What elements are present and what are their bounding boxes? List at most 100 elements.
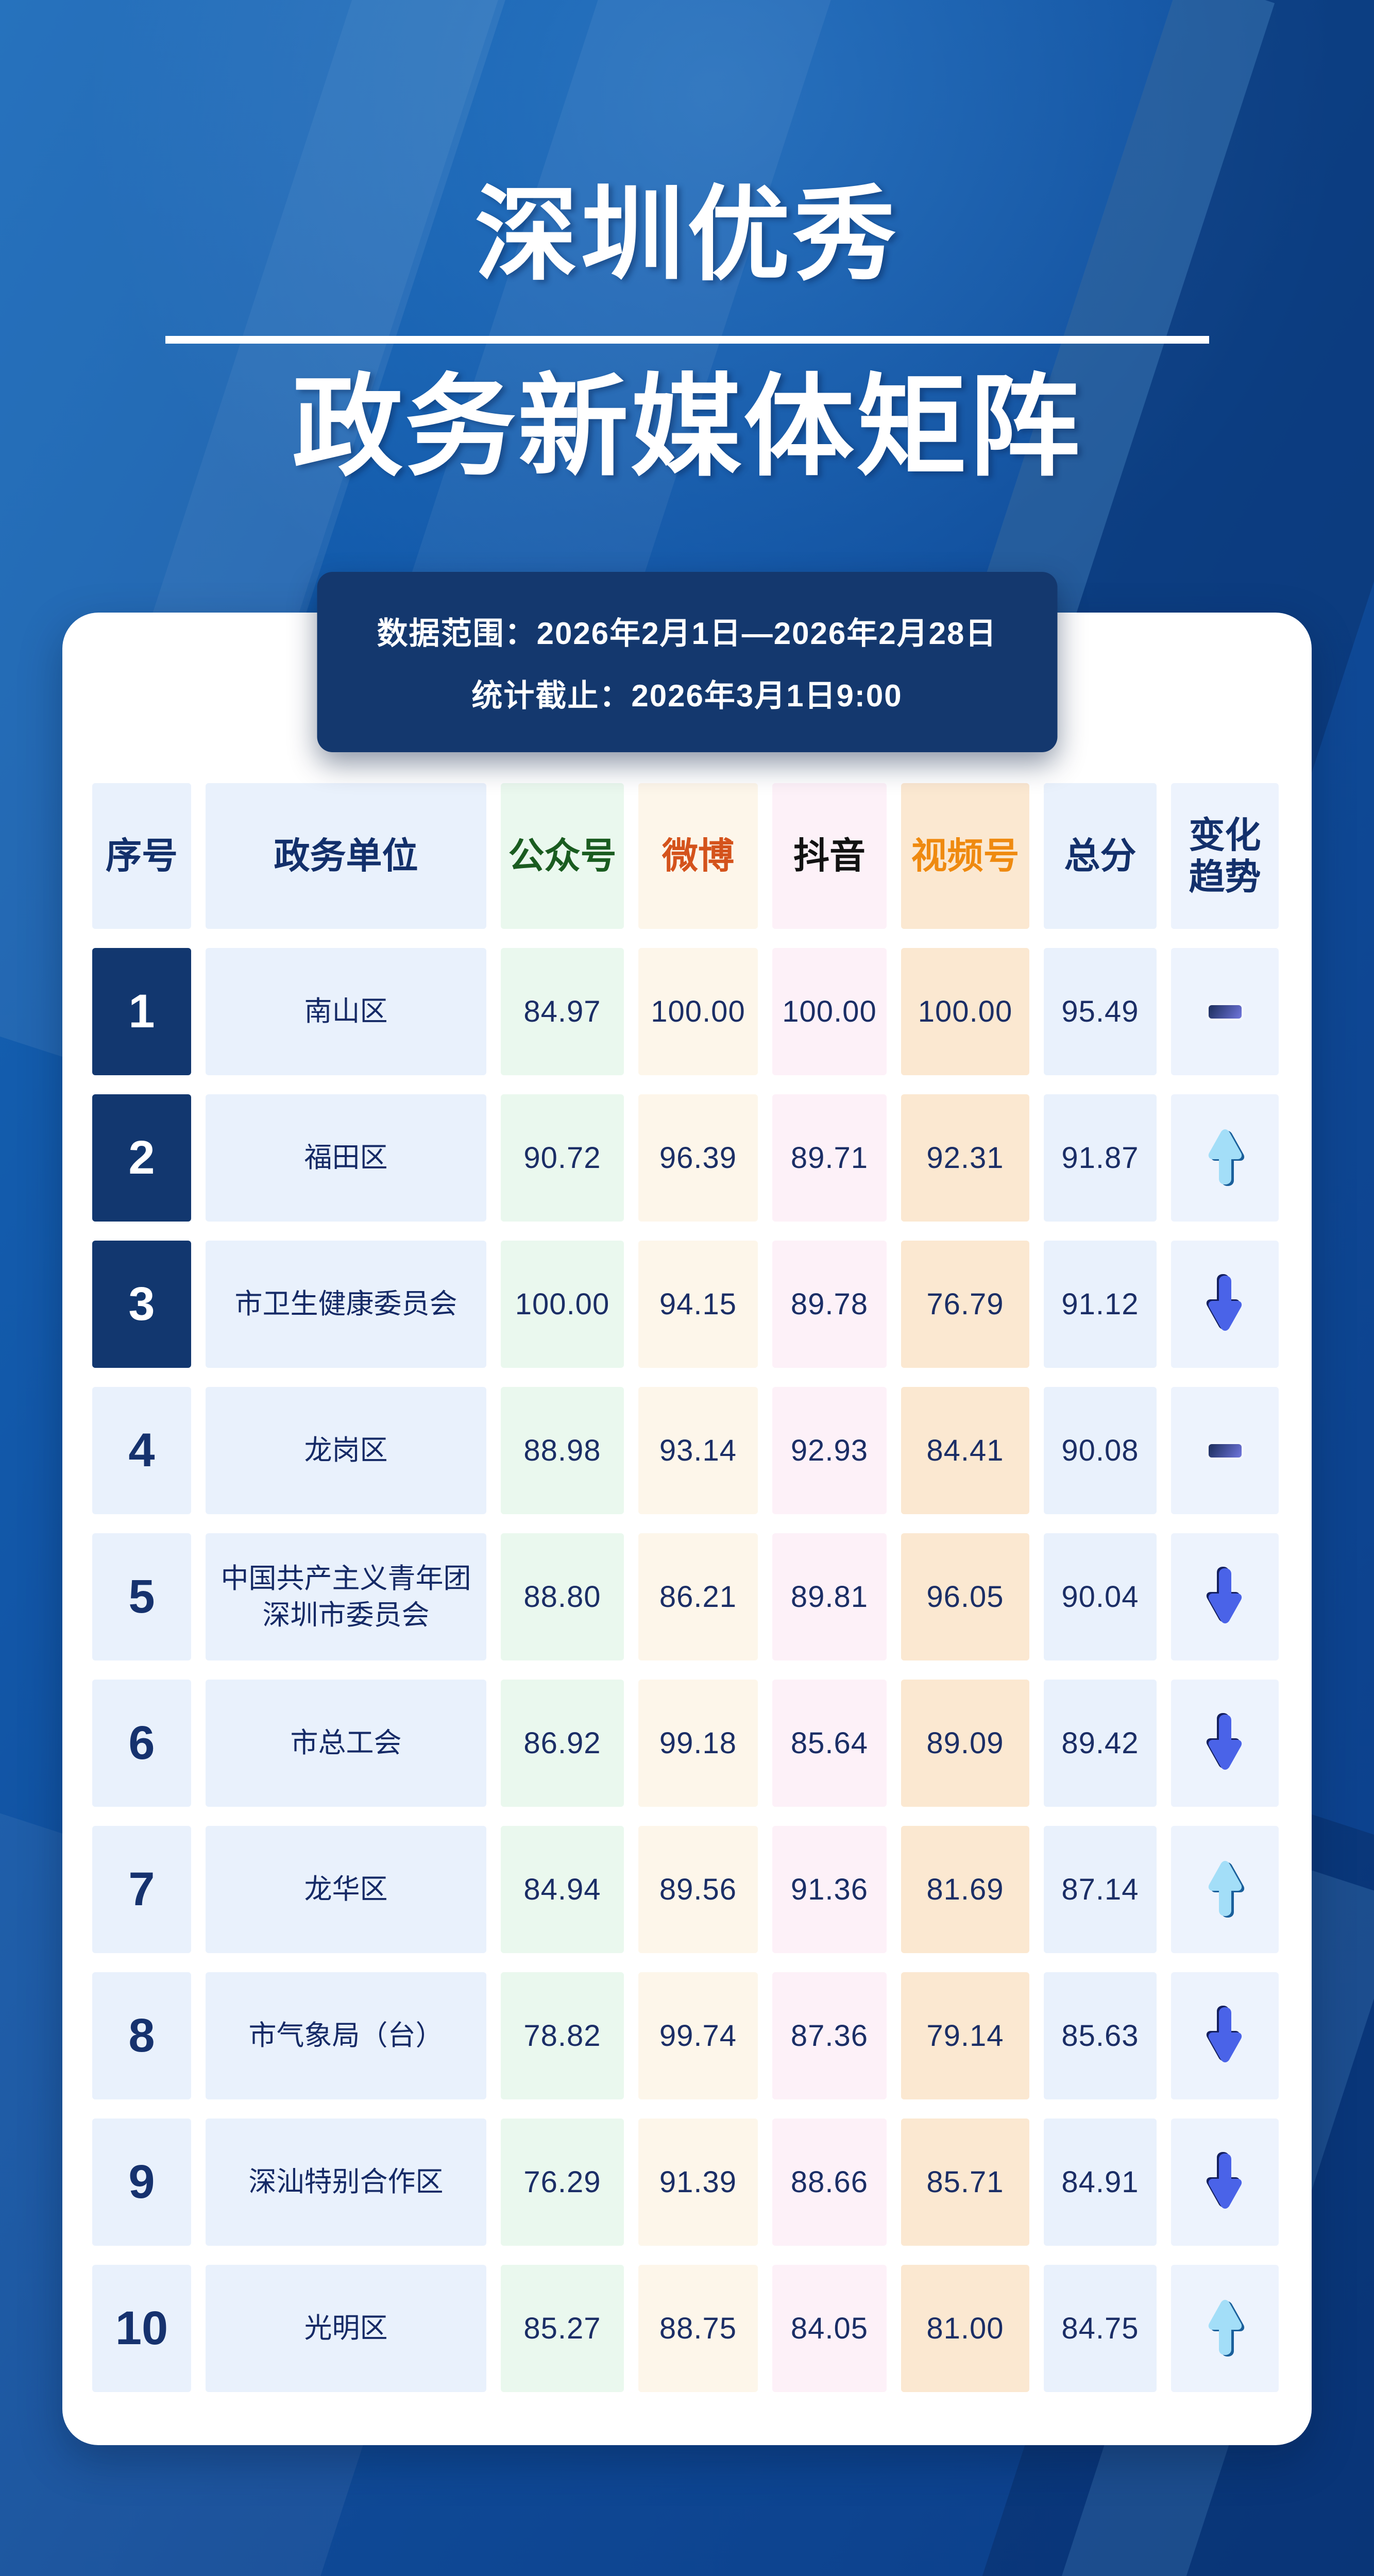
score-gongzhonghao: 84.97 xyxy=(501,948,624,1075)
score-gongzhonghao: 88.98 xyxy=(501,1387,624,1514)
score-douyin: 89.81 xyxy=(772,1533,887,1660)
trend-cell xyxy=(1171,1972,1279,2099)
score-douyin: 84.05 xyxy=(772,2265,887,2392)
score-shipinhao: 79.14 xyxy=(901,1972,1029,2099)
badge-cutoff: 统计截止：2026年3月1日9:00 xyxy=(471,679,903,713)
score-total: 85.63 xyxy=(1044,1972,1157,2099)
score-gongzhonghao: 85.27 xyxy=(501,2265,624,2392)
table-row-rank: 1 xyxy=(92,948,191,1075)
score-shipinhao: 81.00 xyxy=(901,2265,1029,2392)
minus-icon xyxy=(1208,1005,1242,1019)
arrow-up-icon xyxy=(1206,1858,1245,1921)
date-range-badge: 数据范围：2026年2月1日—2026年2月28日 统计截止：2026年3月1日… xyxy=(317,572,1057,752)
badge-data-range: 数据范围：2026年2月1日—2026年2月28日 xyxy=(377,616,997,651)
table-row-unit: 龙华区 xyxy=(206,1826,486,1953)
trend-cell xyxy=(1171,1680,1279,1807)
score-shipinhao: 96.05 xyxy=(901,1533,1029,1660)
col-header-unit: 政务单位 xyxy=(206,783,486,929)
col-header-shipinhao: 视频号 xyxy=(901,783,1029,929)
score-total: 91.12 xyxy=(1044,1241,1157,1368)
score-total: 91.87 xyxy=(1044,1094,1157,1222)
trend-cell xyxy=(1171,1826,1279,1953)
score-weibo: 99.18 xyxy=(638,1680,758,1807)
col-header-weibo: 微博 xyxy=(638,783,758,929)
table-row-rank: 10 xyxy=(92,2265,191,2392)
score-gongzhonghao: 86.92 xyxy=(501,1680,624,1807)
arrow-up-icon xyxy=(1206,2297,1245,2360)
arrow-up-icon xyxy=(1206,1127,1245,1189)
score-weibo: 89.56 xyxy=(638,1826,758,1953)
score-total: 89.42 xyxy=(1044,1680,1157,1807)
page-title-line2: 政务新媒体矩阵 xyxy=(292,365,1082,489)
trend-cell xyxy=(1171,948,1279,1075)
table-row-rank: 8 xyxy=(92,1972,191,2099)
trend-cell xyxy=(1171,1094,1279,1222)
score-shipinhao: 89.09 xyxy=(901,1680,1029,1807)
table-row-rank: 2 xyxy=(92,1094,191,1222)
table-row-unit: 市卫生健康委员会 xyxy=(206,1241,486,1368)
table-row-unit: 市气象局（台） xyxy=(206,1972,486,2099)
table-row-rank: 7 xyxy=(92,1826,191,1953)
score-total: 84.91 xyxy=(1044,2119,1157,2246)
score-gongzhonghao: 76.29 xyxy=(501,2119,624,2246)
score-total: 90.08 xyxy=(1044,1387,1157,1514)
table-row-rank: 5 xyxy=(92,1533,191,1660)
score-douyin: 92.93 xyxy=(772,1387,887,1514)
col-header-gongzhonghao: 公众号 xyxy=(501,783,624,929)
score-total: 84.75 xyxy=(1044,2265,1157,2392)
table-row-unit: 福田区 xyxy=(206,1094,486,1222)
col-header-rank: 序号 xyxy=(92,783,191,929)
score-gongzhonghao: 78.82 xyxy=(501,1972,624,2099)
score-douyin: 100.00 xyxy=(772,948,887,1075)
trend-cell xyxy=(1171,2119,1279,2246)
score-shipinhao: 84.41 xyxy=(901,1387,1029,1514)
ranking-card: 序号 政务单位 公众号 微博 抖音 视频号 总分 变化趋势 1 南山区 84.9… xyxy=(62,613,1312,2445)
score-shipinhao: 92.31 xyxy=(901,1094,1029,1222)
arrow-down-icon xyxy=(1206,1712,1245,1774)
score-gongzhonghao: 84.94 xyxy=(501,1826,624,1953)
score-weibo: 86.21 xyxy=(638,1533,758,1660)
score-total: 87.14 xyxy=(1044,1826,1157,1953)
table-row-rank: 3 xyxy=(92,1241,191,1368)
score-gongzhonghao: 90.72 xyxy=(501,1094,624,1222)
score-shipinhao: 85.71 xyxy=(901,2119,1029,2246)
table-row-unit: 深汕特别合作区 xyxy=(206,2119,486,2246)
score-weibo: 100.00 xyxy=(638,948,758,1075)
minus-icon xyxy=(1208,1444,1242,1458)
score-douyin: 89.78 xyxy=(772,1241,887,1368)
trend-cell xyxy=(1171,2265,1279,2392)
table-row-rank: 9 xyxy=(92,2119,191,2246)
arrow-down-icon xyxy=(1206,2151,1245,2213)
score-total: 95.49 xyxy=(1044,948,1157,1075)
page-title-line1: 深圳优秀 xyxy=(474,178,900,293)
col-header-douyin: 抖音 xyxy=(772,783,887,929)
col-header-total: 总分 xyxy=(1044,783,1157,929)
table-row-unit: 南山区 xyxy=(206,948,486,1075)
arrow-down-icon xyxy=(1206,1566,1245,1628)
score-shipinhao: 81.69 xyxy=(901,1826,1029,1953)
score-weibo: 91.39 xyxy=(638,2119,758,2246)
ranking-table: 序号 政务单位 公众号 微博 抖音 视频号 总分 变化趋势 1 南山区 84.9… xyxy=(92,783,1282,2392)
table-row-rank: 6 xyxy=(92,1680,191,1807)
score-weibo: 88.75 xyxy=(638,2265,758,2392)
score-douyin: 87.36 xyxy=(772,1972,887,2099)
score-total: 90.04 xyxy=(1044,1533,1157,1660)
score-douyin: 85.64 xyxy=(772,1680,887,1807)
table-row-rank: 4 xyxy=(92,1387,191,1514)
score-gongzhonghao: 88.80 xyxy=(501,1533,624,1660)
score-gongzhonghao: 100.00 xyxy=(501,1241,624,1368)
arrow-down-icon xyxy=(1206,1273,1245,1335)
trend-cell xyxy=(1171,1241,1279,1368)
title-divider xyxy=(165,336,1209,344)
score-douyin: 88.66 xyxy=(772,2119,887,2246)
col-header-trend: 变化趋势 xyxy=(1171,783,1279,929)
table-row-unit: 龙岗区 xyxy=(206,1387,486,1514)
score-weibo: 99.74 xyxy=(638,1972,758,2099)
trend-cell xyxy=(1171,1533,1279,1660)
score-weibo: 94.15 xyxy=(638,1241,758,1368)
score-douyin: 89.71 xyxy=(772,1094,887,1222)
score-douyin: 91.36 xyxy=(772,1826,887,1953)
table-row-unit: 中国共产主义青年团深圳市委员会 xyxy=(206,1533,486,1660)
score-shipinhao: 76.79 xyxy=(901,1241,1029,1368)
